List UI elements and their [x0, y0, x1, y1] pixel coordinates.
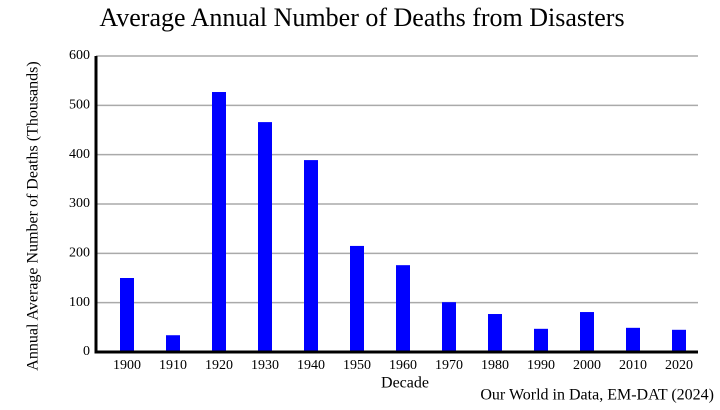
- y-tick-label: 400: [69, 147, 90, 162]
- x-tick-label: 1990: [527, 358, 555, 373]
- bar: [534, 328, 548, 352]
- bar: [212, 92, 226, 352]
- x-tick-label: 1940: [297, 358, 325, 373]
- bar: [396, 265, 410, 352]
- y-tick-label: 600: [69, 48, 90, 63]
- bar: [166, 335, 180, 352]
- x-tick-label: 2020: [665, 358, 693, 373]
- bar: [672, 329, 686, 352]
- bar: [488, 314, 502, 352]
- bar: [304, 160, 318, 352]
- bar: [580, 312, 594, 352]
- bar: [442, 302, 456, 352]
- x-tick-label: 1970: [435, 358, 463, 373]
- chart-title: Average Annual Number of Deaths from Dis…: [99, 3, 624, 32]
- source-note: Our World in Data, EM-DAT (2024): [480, 387, 714, 404]
- bar: [350, 245, 364, 352]
- x-tick-label: 1910: [159, 358, 187, 373]
- x-tick-label: 1950: [343, 358, 371, 373]
- y-tick-label: 200: [69, 246, 90, 261]
- x-tick-label: 1900: [113, 358, 141, 373]
- x-tick-label: 2010: [619, 358, 647, 373]
- x-tick-label: 1960: [389, 358, 417, 373]
- y-axis-label: Annual Average Number of Deaths (Thousan…: [25, 61, 42, 370]
- y-tick-label: 300: [69, 196, 90, 211]
- x-axis-label: Decade: [381, 375, 429, 392]
- x-tick-label: 1920: [205, 358, 233, 373]
- y-tick-label: 0: [83, 344, 90, 359]
- x-tick-label: 1930: [251, 358, 279, 373]
- y-tick-label: 100: [69, 295, 90, 310]
- y-tick-label: 500: [69, 98, 90, 113]
- bar: [626, 327, 640, 352]
- bar: [258, 122, 272, 353]
- bar: [120, 278, 134, 352]
- x-tick-label: 1980: [481, 358, 509, 373]
- x-tick-label: 2000: [573, 358, 601, 373]
